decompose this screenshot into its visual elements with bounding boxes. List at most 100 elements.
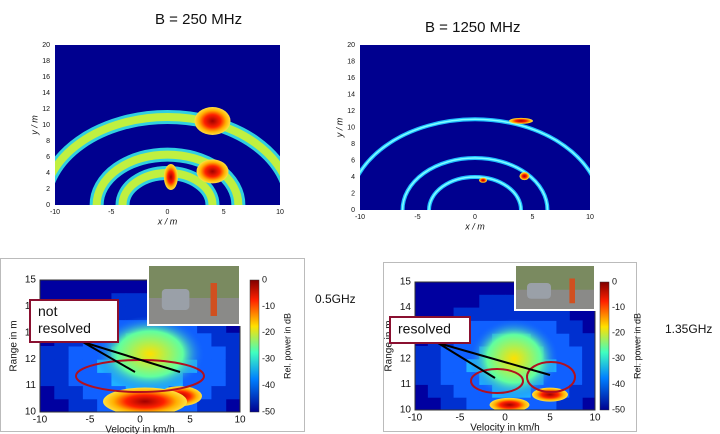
colorbar-tick-label: -20 (612, 328, 625, 338)
y-tick-label: 0 (351, 207, 355, 214)
y-tick-label: 4 (46, 170, 50, 177)
heatmap-cell (556, 371, 570, 385)
annotation-arrow (437, 342, 496, 379)
colorbar-tick-label: -40 (262, 380, 275, 390)
x-tick-label: 10 (586, 214, 594, 221)
heatmap-cell (125, 306, 141, 321)
target-echo (489, 397, 530, 410)
heatmap-cell (68, 372, 84, 387)
y-tick-label: 2 (46, 186, 50, 193)
y-tick-label: 11 (26, 380, 37, 391)
x-tick-label: 0 (166, 209, 170, 216)
heatmap-cell (225, 372, 240, 387)
x-tick-label: -5 (456, 413, 465, 424)
heatmap-cell (582, 384, 595, 398)
colorbar-tick-label: -30 (262, 354, 275, 364)
heatmap-cell (453, 358, 467, 373)
target-echo (509, 117, 533, 124)
heatmap-cell (427, 346, 442, 360)
heatmap-cell (492, 294, 506, 309)
x-tick-label: 0 (473, 214, 477, 221)
range-ring-core (428, 176, 522, 210)
heatmap-cell (225, 385, 240, 400)
photo-car (527, 283, 551, 299)
heatmap-cell (82, 385, 98, 400)
range-ring-core (55, 113, 280, 177)
heatmap-cell (225, 332, 240, 347)
heatmap-cell (453, 371, 467, 385)
heatmap-cell (415, 358, 429, 373)
x-axis-label: Velocity in km/h (105, 425, 174, 434)
x-axis-label: Velocity in km/h (470, 423, 539, 434)
heatmap-cell (453, 384, 467, 398)
annotation-arrow (82, 341, 136, 373)
y-tick-label: 18 (347, 58, 355, 65)
x-tick-label: -5 (414, 214, 420, 221)
colorbar-tick-label: -30 (612, 353, 625, 363)
y-tick-label: 2 (351, 190, 355, 197)
heatmap-cell (453, 397, 467, 410)
colorbar (599, 281, 610, 411)
y-tick-label: 12 (347, 108, 355, 115)
annotation-arrow (437, 342, 551, 376)
colorbar-tick-label: -10 (612, 302, 625, 312)
heatmap-cell (415, 371, 429, 385)
heatmap-cell (54, 385, 70, 400)
heatmap-cell (582, 346, 595, 360)
heatmap-cell (479, 397, 493, 410)
y-tick-label: 10 (25, 407, 37, 418)
heatmap-cell (54, 372, 70, 387)
y-tick-label: 10 (347, 124, 355, 131)
panel-title: B = 250 MHz (155, 11, 242, 28)
x-tick-label: 5 (222, 209, 226, 216)
highlight-ellipse (526, 361, 576, 393)
heatmap-cell (82, 398, 98, 412)
target-echo (103, 387, 187, 412)
colorbar-tick-label: 0 (262, 274, 267, 284)
x-axis-label: x / m (157, 216, 178, 226)
y-tick-label: 12 (25, 354, 37, 365)
heatmap-cell (82, 372, 98, 387)
heatmap-cell (197, 372, 212, 387)
heatmap-cell (440, 397, 455, 410)
heatmap-cell (582, 333, 595, 347)
colorbar-tick-label: -50 (262, 406, 275, 416)
heatmap-cell (211, 359, 227, 373)
y-tick-label: 15 (400, 277, 412, 288)
heatmap-cell (440, 358, 455, 373)
heatmap-cell (211, 372, 227, 387)
y-tick-label: 4 (351, 174, 355, 181)
y-tick-label: 10 (400, 405, 412, 416)
heatmap-cell (569, 358, 583, 373)
y-tick-label: 20 (347, 42, 355, 49)
y-axis-label: y / m (29, 115, 39, 136)
panel-title: B = 1250 MHz (425, 19, 520, 36)
annotation-text: resolved (38, 320, 91, 336)
side-label: 0.5GHz (315, 292, 356, 306)
heatmap-cell (556, 346, 570, 360)
heatmap-cell (68, 385, 84, 400)
y-tick-label: 20 (42, 42, 50, 49)
y-tick-label: 12 (42, 106, 50, 113)
y-tick-label: 14 (42, 90, 50, 97)
heatmap-cell (68, 346, 84, 360)
colorbar (249, 279, 260, 413)
colorbar-tick-label: -50 (612, 404, 625, 414)
y-tick-label: 8 (46, 138, 50, 145)
heatmap-cell (569, 320, 583, 334)
heatmap-cell (582, 371, 595, 385)
heatmap-cell (415, 346, 429, 360)
annotation-text: not (38, 303, 58, 319)
heatmap-cell (40, 346, 55, 360)
annotation-arrow (82, 341, 181, 373)
plot-frame (414, 281, 596, 411)
y-tick-label: 16 (42, 74, 50, 81)
colorbar-tick-label: -10 (262, 301, 275, 311)
target-echo (469, 318, 559, 399)
heatmap-cell (54, 346, 70, 360)
target-echo (519, 172, 530, 181)
heatmap-cell (125, 293, 141, 307)
range-ring-core (401, 157, 549, 210)
heatmap-cell (569, 346, 583, 360)
y-tick-label: 12 (400, 353, 412, 364)
